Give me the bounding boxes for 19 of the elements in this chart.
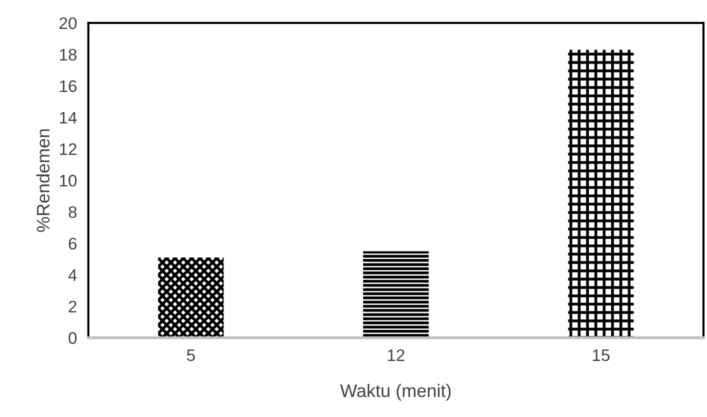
x-tick-label: 15 — [592, 349, 610, 362]
y-tick-label: 8 — [68, 206, 77, 218]
y-tick-label: 14 — [60, 112, 77, 124]
y-tick-label: 16 — [60, 80, 77, 92]
x-axis-title: Waktu (menit) — [340, 384, 451, 401]
y-tick-label: 20 — [60, 17, 77, 30]
y-tick-label: 12 — [60, 143, 76, 155]
y-tick-label: 18 — [60, 48, 77, 61]
bar — [568, 50, 634, 338]
bar — [158, 257, 224, 338]
y-tick-label: 10 — [60, 174, 77, 187]
x-tick-label: 12 — [388, 349, 404, 361]
bar — [363, 251, 429, 338]
y-tick-label: 4 — [68, 269, 77, 281]
y-tick-label: 6 — [68, 238, 77, 250]
y-tick-label: 0 — [68, 332, 77, 344]
y-tick-label: 2 — [68, 300, 76, 312]
y-axis-title: %Rendemen — [36, 129, 50, 232]
x-tick-label: 5 — [186, 349, 195, 362]
